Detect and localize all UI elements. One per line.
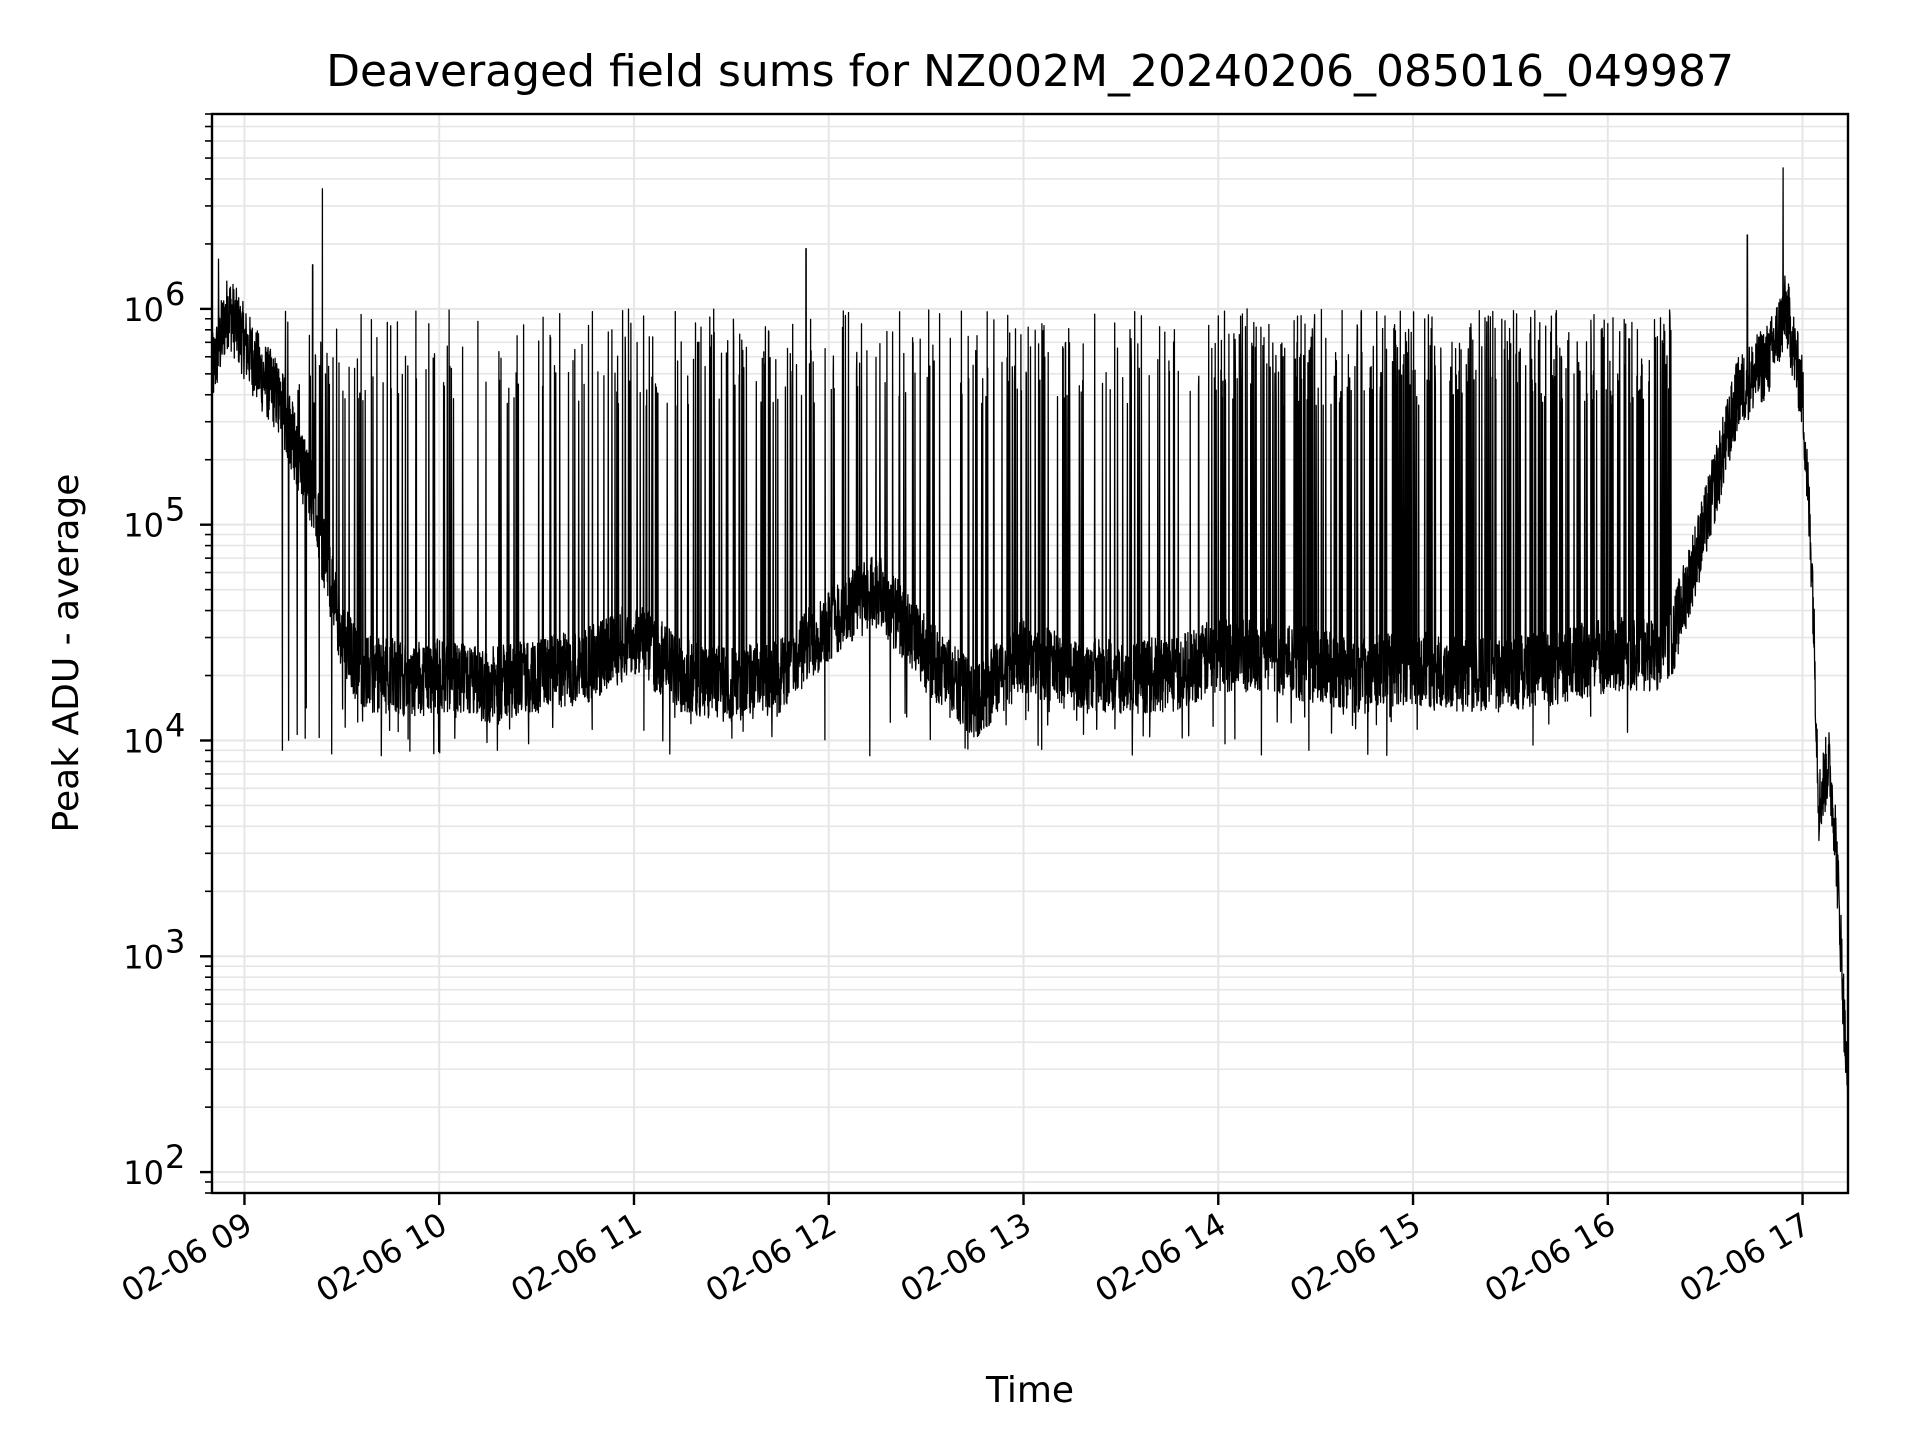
chart-title: Deaveraged field sums for NZ002M_2024020… xyxy=(326,46,1734,97)
y-tick-label: 10 xyxy=(123,1154,164,1192)
y-tick-exponent: 3 xyxy=(165,922,185,960)
y-tick-label: 10 xyxy=(123,722,164,760)
x-axis-label: Time xyxy=(985,1370,1074,1411)
y-tick-exponent: 4 xyxy=(165,706,185,744)
y-tick-label: 10 xyxy=(123,938,164,976)
y-tick-label: 10 xyxy=(123,507,164,545)
y-axis-label: Peak ADU - average xyxy=(46,474,87,833)
y-tick-label: 10 xyxy=(123,291,164,329)
data-line-group xyxy=(211,167,1849,1100)
y-tick-exponent: 2 xyxy=(165,1138,185,1176)
grid xyxy=(212,113,1848,1194)
y-tick-exponent: 6 xyxy=(165,275,185,313)
y-tick-exponent: 5 xyxy=(165,491,185,529)
data-series-line xyxy=(211,167,1849,1100)
plot-frame xyxy=(210,112,1850,1195)
